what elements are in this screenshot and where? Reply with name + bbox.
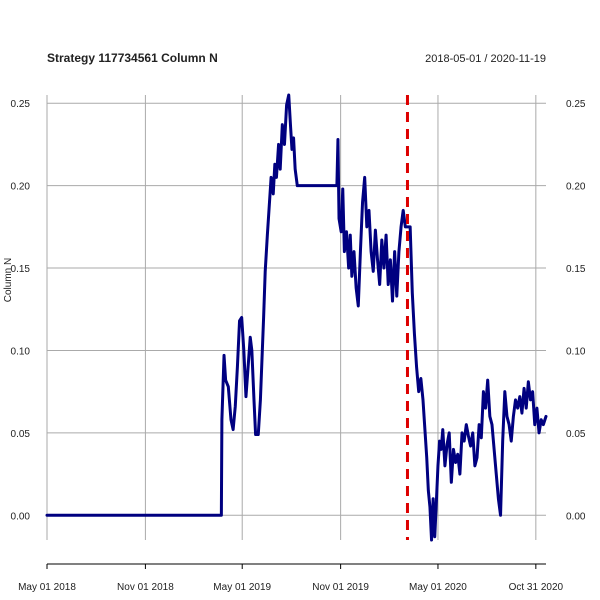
series-line bbox=[45, 93, 548, 542]
y-tick-label-left: 0.15 bbox=[11, 264, 31, 275]
y-axis-label: Column N bbox=[3, 258, 14, 302]
y-tick-label-left: 0.05 bbox=[11, 429, 31, 440]
x-tick-label: Nov 01 2019 bbox=[312, 582, 369, 593]
y-tick-label-left: 0.20 bbox=[11, 182, 31, 193]
y-tick-label-right: 0.20 bbox=[566, 182, 586, 193]
x-tick-label: May 01 2020 bbox=[409, 582, 467, 593]
y-tick-label-left: 0.00 bbox=[11, 511, 31, 522]
x-tick-label: May 01 2018 bbox=[18, 582, 76, 593]
chart-title: Strategy 117734561 Column N bbox=[47, 51, 218, 65]
series-layer bbox=[45, 93, 548, 542]
grid bbox=[46, 95, 546, 540]
y-tick-label-right: 0.25 bbox=[566, 99, 586, 110]
x-tick-label: Oct 31 2020 bbox=[509, 582, 564, 593]
x-tick-label: May 01 2019 bbox=[213, 582, 271, 593]
y-tick-label-right: 0.15 bbox=[566, 264, 586, 275]
y-tick-label-right: 0.00 bbox=[566, 511, 586, 522]
y-tick-label-left: 0.25 bbox=[11, 99, 31, 110]
y-tick-label-left: 0.10 bbox=[11, 346, 31, 357]
y-tick-label-right: 0.10 bbox=[566, 346, 586, 357]
y-tick-label-right: 0.05 bbox=[566, 429, 586, 440]
x-tick-label: Nov 01 2018 bbox=[117, 582, 174, 593]
axes: 0.00 0.00 0.05 0.05 0.10 0.10 0.15 0.15 0.20 0.20… bbox=[11, 99, 586, 593]
date-range-label: 2018-05-01 / 2020-11-19 bbox=[425, 53, 546, 65]
